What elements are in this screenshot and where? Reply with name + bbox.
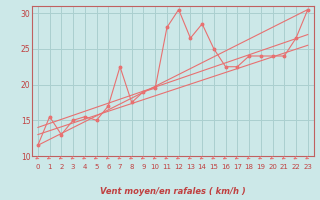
X-axis label: Vent moyen/en rafales ( km/h ): Vent moyen/en rafales ( km/h ) (100, 187, 246, 196)
